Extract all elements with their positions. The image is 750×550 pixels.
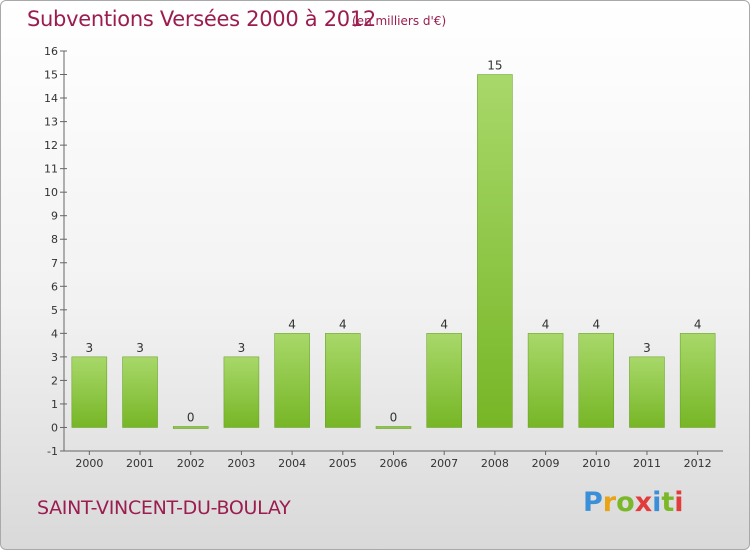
value-label-2002: 0 — [187, 410, 195, 424]
bar-2011 — [629, 356, 665, 428]
chart-subtitle: (en milliers d'€) — [352, 14, 447, 28]
y-tick-label: 13 — [44, 116, 58, 129]
value-label-2009: 4 — [542, 317, 550, 331]
bar-2003 — [223, 356, 260, 428]
place-name: SAINT-VINCENT-DU-BOULAY — [37, 497, 291, 519]
y-tick-label: 7 — [51, 257, 58, 270]
x-tick-label: 2007 — [430, 457, 458, 470]
bar-2006 — [375, 426, 412, 429]
value-label-2010: 4 — [592, 317, 600, 331]
logo-letter: i — [674, 487, 684, 518]
y-tick-label: -1 — [47, 445, 58, 458]
x-tick-label: 2010 — [582, 457, 610, 470]
bar-2000 — [71, 356, 108, 428]
bar-2010 — [578, 333, 615, 428]
bar-2009 — [527, 333, 564, 428]
value-label-2011: 3 — [643, 341, 651, 355]
x-tick-label: 2001 — [126, 457, 154, 470]
x-tick-label: 2006 — [380, 457, 408, 470]
value-label-2008: 15 — [487, 59, 502, 73]
x-tick-label: 2003 — [227, 457, 255, 470]
bar-2002 — [172, 426, 209, 429]
x-tick-label: 2000 — [75, 457, 103, 470]
bar-2001 — [122, 356, 158, 428]
bar-2012 — [679, 333, 716, 428]
value-label-2001: 3 — [136, 341, 144, 355]
logo-letter: r — [602, 487, 617, 518]
y-tick-label: 10 — [44, 186, 58, 199]
x-axis: 2000 2001 2002 2003 2004 2005 2006 2007 2008 2009… — [64, 450, 723, 470]
y-tick-label: 3 — [51, 351, 58, 364]
bar-2004 — [274, 333, 310, 428]
x-tick-label: 2008 — [481, 457, 509, 470]
value-label-2000: 3 — [86, 341, 94, 355]
bar-2005 — [325, 333, 361, 428]
y-tick-label: 15 — [44, 69, 58, 82]
logo-letter: t — [661, 487, 675, 518]
logo-letter: i — [652, 487, 662, 518]
value-label-2006: 0 — [390, 410, 398, 424]
y-tick-label: 4 — [51, 327, 58, 340]
x-tick-label: 2002 — [177, 457, 205, 470]
y-tick-label: 14 — [44, 92, 58, 105]
y-tick-label: 8 — [51, 233, 58, 246]
x-tick-label: 2005 — [329, 457, 357, 470]
value-label-2003: 3 — [238, 341, 246, 355]
y-tick-label: 9 — [51, 210, 58, 223]
x-tick-label: 2011 — [633, 457, 661, 470]
y-tick-label: 2 — [51, 374, 58, 387]
bars-group: 3 3 0 3 4 4 0 4 15 4 4 3 4 — [71, 59, 716, 429]
bar-2008 — [477, 74, 513, 428]
y-tick-label: 12 — [44, 139, 58, 152]
value-label-2004: 4 — [288, 317, 296, 331]
y-tick-label: 6 — [51, 280, 58, 293]
y-tick-label: 0 — [51, 421, 58, 434]
proxiti-logo: Proxiti — [583, 487, 684, 518]
logo-letter: o — [616, 487, 635, 518]
logo-letter: P — [583, 487, 603, 518]
value-label-2012: 4 — [694, 317, 702, 331]
x-tick-label: 2012 — [684, 457, 712, 470]
x-tick-label: 2004 — [278, 457, 306, 470]
logo-letter: x — [634, 487, 653, 518]
y-tick-label: 1 — [51, 398, 58, 411]
bar-2007 — [426, 333, 462, 428]
chart-title: Subventions Versées 2000 à 2012 — [27, 7, 376, 31]
y-tick-label: 11 — [44, 163, 58, 176]
y-tick-label: 16 — [44, 45, 58, 58]
y-tick-label: 5 — [51, 304, 58, 317]
value-label-2007: 4 — [440, 317, 448, 331]
x-tick-label: 2009 — [532, 457, 560, 470]
value-label-2005: 4 — [339, 317, 347, 331]
